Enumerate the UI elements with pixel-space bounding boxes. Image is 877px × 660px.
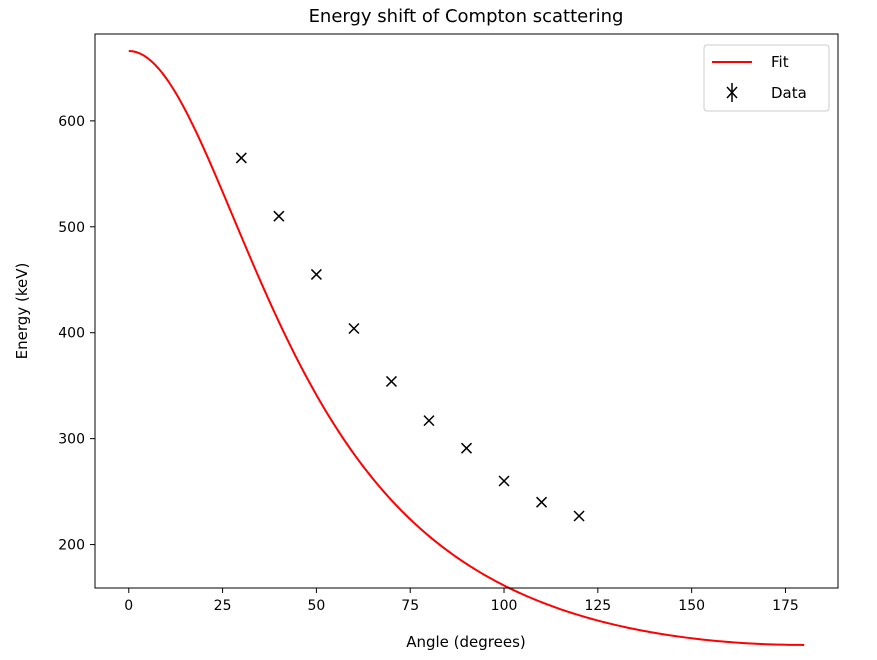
axis-ticks: 0 25 50 75 100 125 150 175 200 300 400 500 600 [58,114,799,614]
axes-frame [94,33,839,589]
y-tick-label: 300 [58,432,85,448]
legend-fit-label: Fit [771,53,789,71]
x-tick-label: 0 [124,598,133,614]
data-point-stroke [536,496,548,508]
x-axis-label: Angle (degrees) [406,633,526,651]
y-tick-label: 200 [58,538,85,554]
data-point [498,475,510,487]
data-point [573,510,585,522]
data-point [536,496,548,508]
data-point [385,375,397,387]
legend-data-label: Data [771,84,807,102]
data-point [423,415,435,427]
plot-area [128,49,805,646]
data-point-stroke [460,442,473,454]
data-point-stroke [273,210,285,222]
data-point-stroke [498,475,510,487]
x-tick-label: 125 [584,598,611,614]
data-point [235,152,247,164]
data-point-stroke [310,268,322,280]
data-point-stroke [573,510,585,522]
x-tick-label: 150 [678,598,705,614]
data-point [460,442,473,454]
data-point-stroke [385,375,397,387]
x-tick-label: 175 [772,598,799,614]
x-tick-label: 100 [491,598,518,614]
data-point-stroke [348,322,360,335]
chart-title: Energy shift of Compton scattering [309,6,624,27]
y-tick-label: 500 [58,220,85,236]
legend: Fit Data [703,44,830,112]
data-point [273,210,285,222]
y-axis-label: Energy (keV) [13,263,31,360]
x-tick-label: 50 [307,598,325,614]
y-tick-label: 400 [58,326,85,342]
data-point [310,268,322,280]
data-point [348,322,360,335]
data-point-stroke [235,152,247,164]
x-tick-label: 75 [401,598,419,614]
y-tick-label: 600 [58,114,85,130]
legend-data-swatch [726,83,738,102]
fit-curve [128,49,805,646]
data-point-stroke [423,415,435,427]
x-tick-label: 25 [214,598,232,614]
legend-box [703,44,830,112]
